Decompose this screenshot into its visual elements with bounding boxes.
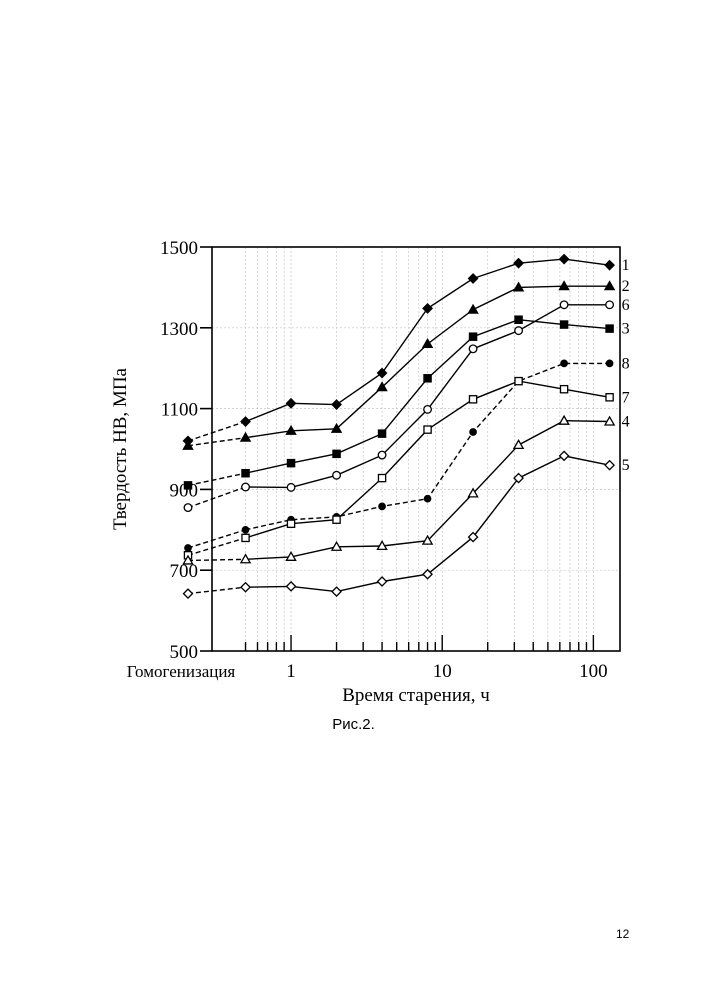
- series-1-point: [469, 274, 478, 283]
- series-8-point: [379, 503, 385, 509]
- series-2-point: [423, 339, 432, 347]
- series-5-point: [560, 451, 569, 460]
- series-1-point: [423, 304, 432, 313]
- series-8-point: [424, 495, 430, 501]
- series-5-point: [332, 587, 341, 596]
- series-7-point: [242, 534, 249, 541]
- series-7-point: [378, 474, 385, 481]
- series-4-label: 4: [622, 414, 630, 431]
- y-tick-label: 500: [170, 642, 199, 663]
- series-lines: [188, 259, 610, 594]
- series-2-label: 2: [622, 278, 630, 295]
- x-tick-label: 100: [579, 661, 608, 682]
- series-1-point: [605, 261, 614, 270]
- series-6-point: [515, 327, 523, 335]
- series-1-label: 1: [622, 257, 630, 274]
- series-5-label: 5: [622, 457, 630, 474]
- series-6-point: [560, 301, 568, 309]
- series-7-point: [333, 516, 340, 523]
- series-3-point: [287, 460, 294, 467]
- series-3-point: [606, 325, 613, 332]
- series-3-label: 3: [622, 321, 630, 338]
- series-5-point: [605, 461, 614, 470]
- labels: 500 700 900 1100 1300 1500 1 10 100 Гомогенизация…: [110, 238, 630, 706]
- y-tick-label: 1500: [160, 238, 198, 259]
- series-1-point: [332, 400, 341, 409]
- series-7-homogenization-segment: [188, 538, 246, 555]
- series-8-point: [606, 360, 612, 366]
- y-tick-label: 1100: [161, 400, 198, 421]
- series-3-point: [378, 430, 385, 437]
- series-2-homogenization-segment: [188, 438, 246, 446]
- series-7-label: 7: [622, 389, 630, 406]
- series-5-point: [287, 582, 296, 591]
- y-axis-title: Твердость HB, МПа: [110, 367, 131, 530]
- y-tick-label: 700: [170, 561, 199, 582]
- series-8-point: [470, 429, 476, 435]
- series-5-point: [378, 577, 387, 586]
- series-8-point: [242, 527, 248, 533]
- series-3-point: [333, 450, 340, 457]
- series-1-point: [287, 399, 296, 408]
- series-8-point: [185, 545, 191, 551]
- series-6-point: [333, 471, 341, 479]
- series-7-point: [515, 378, 522, 385]
- figure-caption: Рис.2.: [0, 716, 707, 733]
- series-6-point: [469, 345, 477, 353]
- x-tick-label: 1: [286, 661, 296, 682]
- series-6-point: [606, 301, 614, 309]
- x-axis-title: Время старения, ч: [342, 685, 490, 706]
- series-7-point: [287, 520, 294, 527]
- series-7-point: [469, 396, 476, 403]
- series-3-point: [560, 321, 567, 328]
- series-5-point: [184, 589, 193, 598]
- series-6-label: 6: [622, 297, 630, 314]
- x-tick-label: 10: [433, 661, 452, 682]
- series-6-point: [378, 451, 386, 459]
- series-7-point: [424, 426, 431, 433]
- y-tick-label: 1300: [160, 319, 198, 340]
- page-number: 12: [616, 927, 646, 941]
- series-1-point: [241, 417, 250, 426]
- series-7-point: [606, 394, 613, 401]
- series-markers: [183, 255, 614, 599]
- series-3-point: [424, 375, 431, 382]
- series-3-point: [242, 470, 249, 477]
- series-8-point: [561, 360, 567, 366]
- series-8-homogenization-segment: [188, 530, 246, 548]
- x-label-homogenization: Гомогенизация: [127, 662, 236, 681]
- series-1-point: [378, 369, 387, 378]
- y-tick-label: 900: [170, 480, 199, 501]
- series-6-point: [184, 504, 192, 512]
- series-8-label: 8: [622, 355, 630, 372]
- series-6-point: [424, 406, 432, 414]
- series-5-homogenization-segment: [188, 587, 246, 593]
- series-1-point: [514, 259, 523, 268]
- series-4-point: [514, 440, 523, 448]
- series-1-point: [560, 255, 569, 264]
- series-5-point: [241, 583, 250, 592]
- series-3-point: [515, 316, 522, 323]
- series-3-point: [469, 333, 476, 340]
- series-2-point: [468, 305, 477, 313]
- series-7-point: [560, 386, 567, 393]
- series-1-homogenization-segment: [188, 422, 246, 441]
- series-6-point: [242, 483, 250, 491]
- series-6-point: [287, 484, 295, 492]
